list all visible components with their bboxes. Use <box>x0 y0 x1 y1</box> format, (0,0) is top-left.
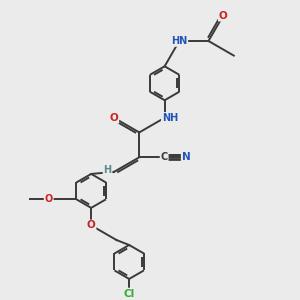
Text: Cl: Cl <box>124 289 135 298</box>
Text: N: N <box>182 152 190 162</box>
Text: HN: HN <box>171 36 188 46</box>
Text: O: O <box>110 113 118 123</box>
Text: NH: NH <box>162 113 178 123</box>
Text: C: C <box>160 152 168 162</box>
Text: H: H <box>103 165 112 176</box>
Text: O: O <box>87 220 95 230</box>
Text: O: O <box>219 11 227 21</box>
Text: O: O <box>45 194 53 204</box>
